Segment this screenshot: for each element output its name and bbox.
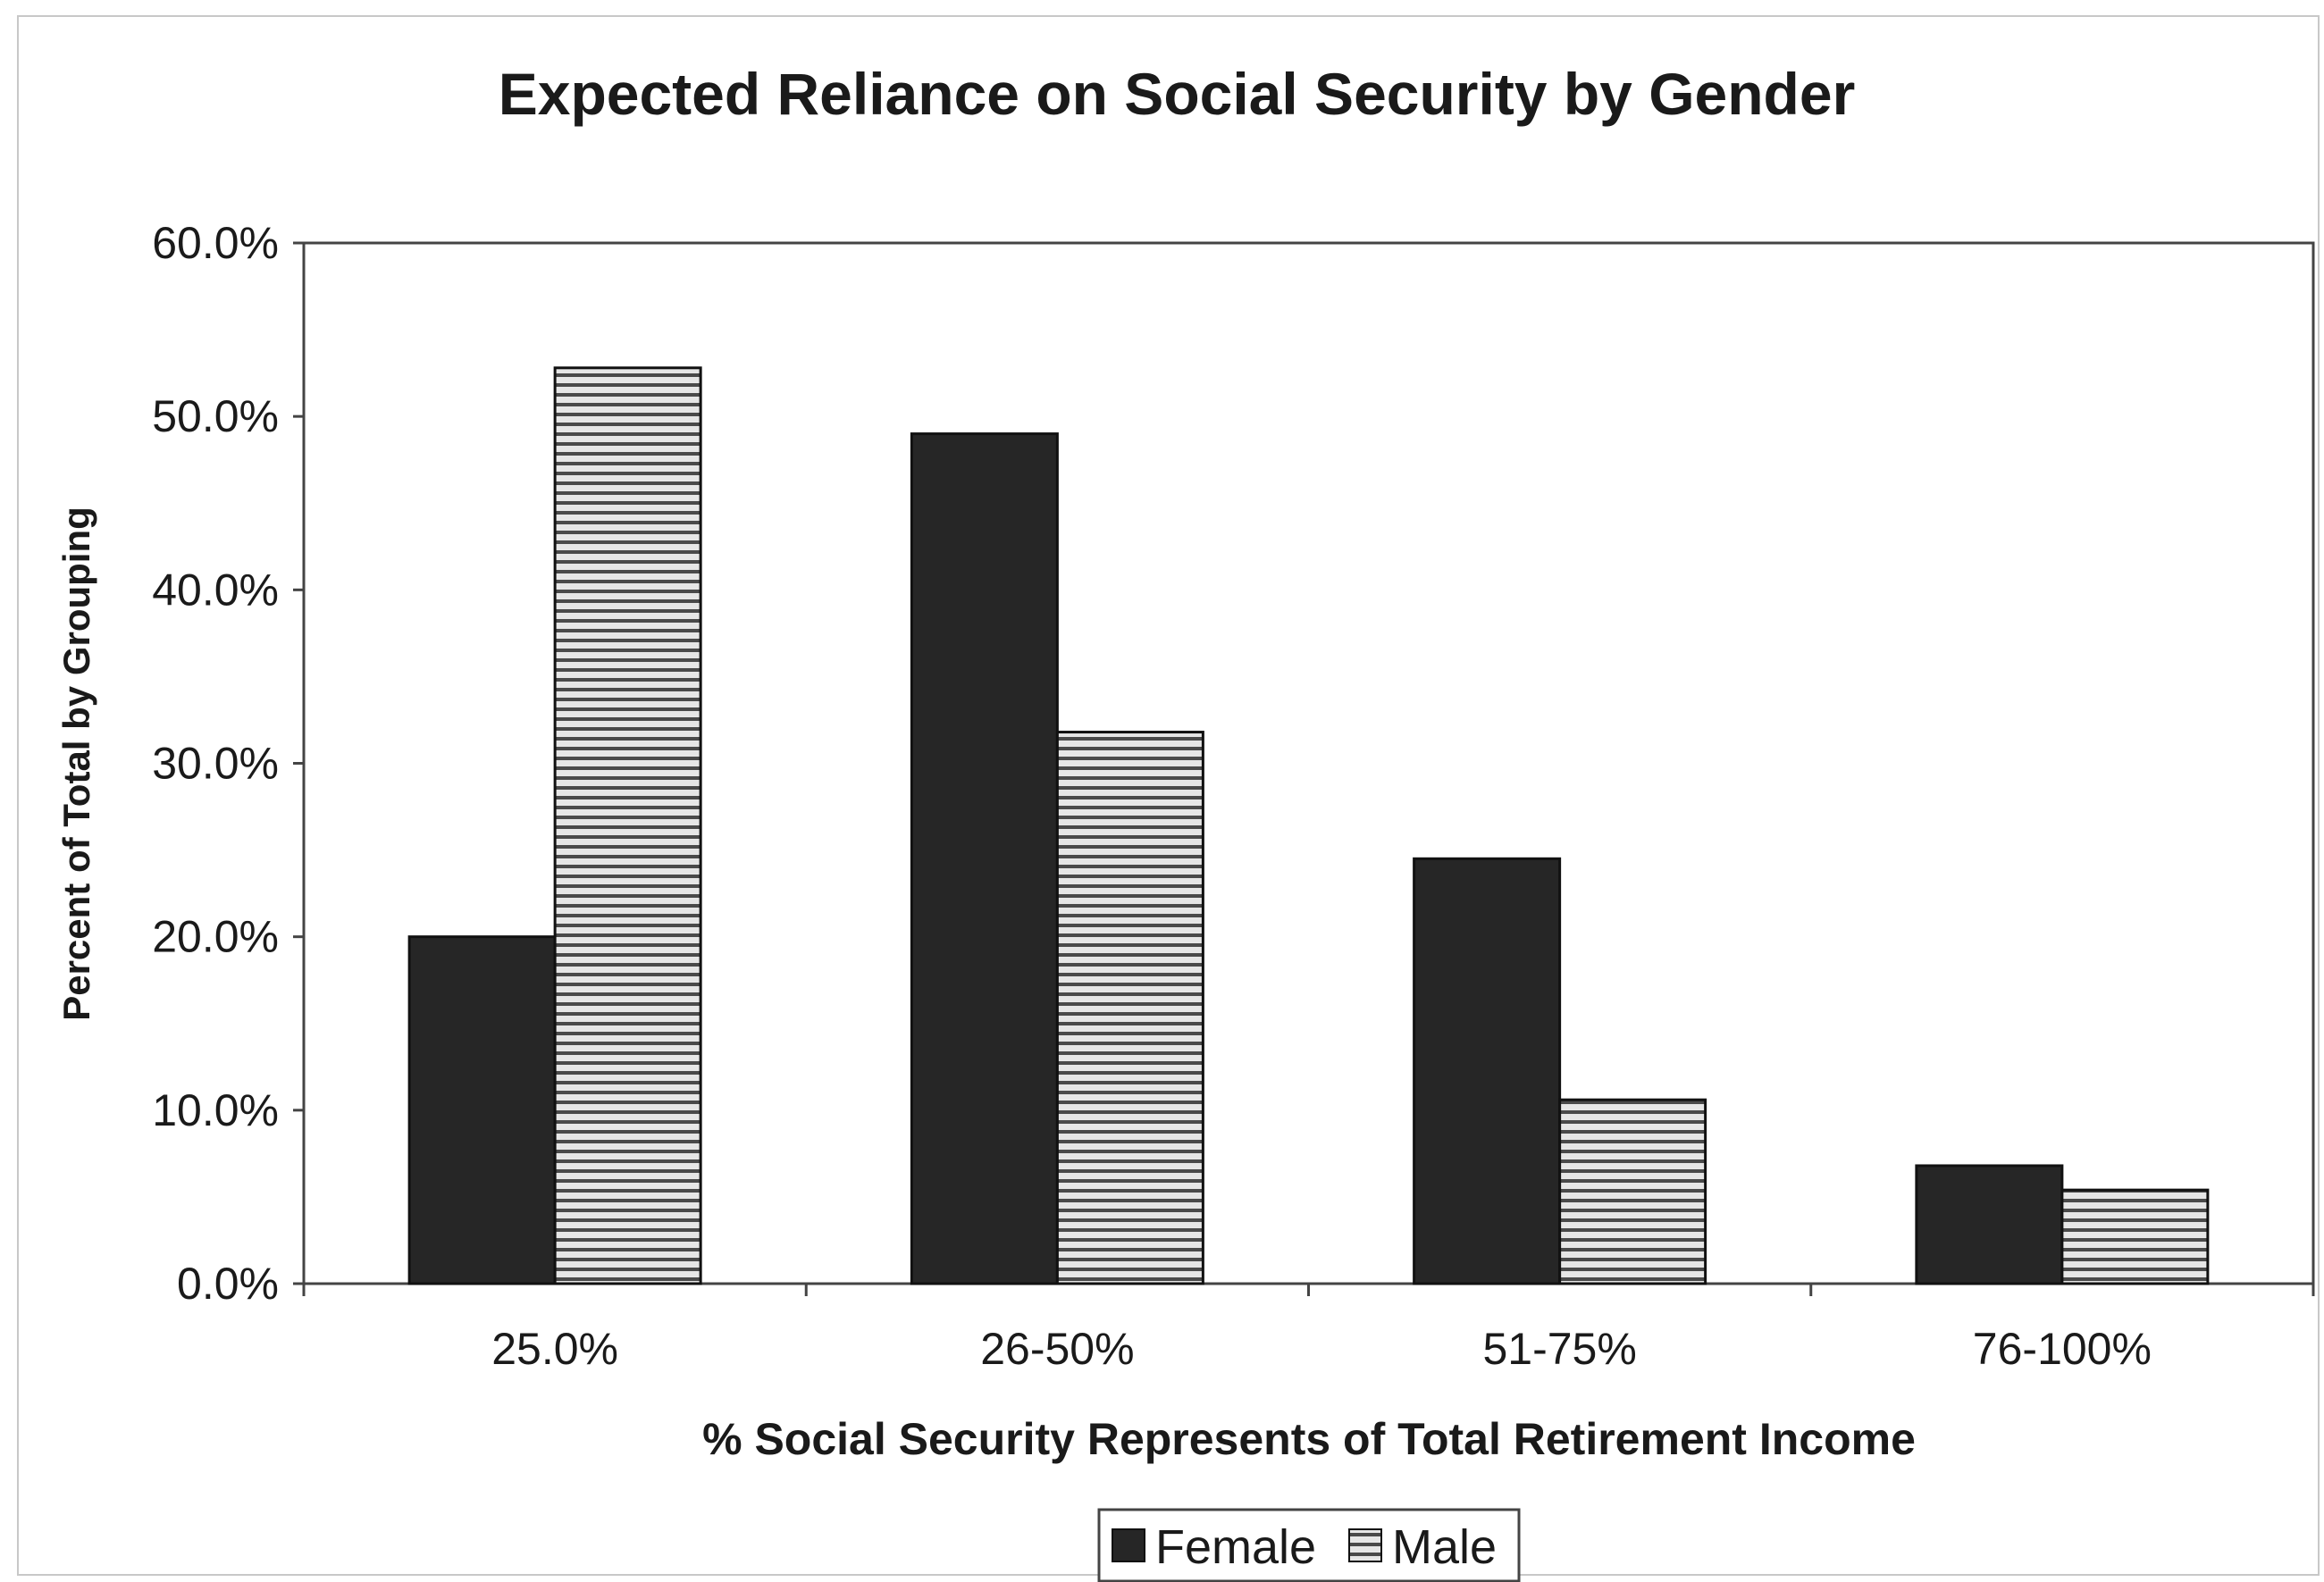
legend-box — [1097, 1508, 1521, 1582]
y-tick-label: 10.0% — [152, 1085, 279, 1135]
y-tick-label: 40.0% — [152, 565, 279, 615]
bar-female — [910, 432, 1059, 1285]
y-axis-title: Percent of Total by Grouping — [55, 506, 97, 1021]
legend-label-female: Female — [1155, 1520, 1316, 1574]
y-tick-label: 20.0% — [152, 912, 279, 962]
x-tick-label: 26-50% — [980, 1324, 1134, 1374]
chart-title: Expected Reliance on Social Security by … — [499, 61, 1856, 127]
legend-swatch-female — [1112, 1528, 1145, 1562]
y-axis: 0.0% 10.0% 20.0% 30.0% 40.0% 50.0% 60.0% — [152, 218, 304, 1309]
bar-female — [407, 935, 557, 1285]
bar-male — [553, 366, 702, 1285]
bar-male — [1558, 1098, 1707, 1285]
y-tick-label: 0.0% — [177, 1259, 279, 1309]
x-tick-label: 76-100% — [1973, 1324, 2152, 1374]
x-tick-label: 51-75% — [1482, 1324, 1636, 1374]
bar-female — [1413, 857, 1562, 1285]
legend-swatch-male — [1348, 1528, 1382, 1562]
bar-male — [2060, 1188, 2210, 1285]
x-axis-title: % Social Security Represents of Total Re… — [702, 1414, 1916, 1464]
y-tick-label: 30.0% — [152, 739, 279, 789]
y-tick-label: 50.0% — [152, 391, 279, 441]
bar-female — [1915, 1164, 2064, 1285]
x-axis: 25.0% 26-50% 51-75% 76-100% — [302, 1284, 2315, 1374]
legend-label-male: Male — [1392, 1520, 1497, 1574]
x-tick-label: 25.0% — [491, 1324, 618, 1374]
bar-male — [1055, 731, 1204, 1285]
legend: Female Male — [1097, 1508, 1521, 1582]
bars — [407, 366, 2210, 1285]
y-tick-label: 60.0% — [152, 218, 279, 268]
